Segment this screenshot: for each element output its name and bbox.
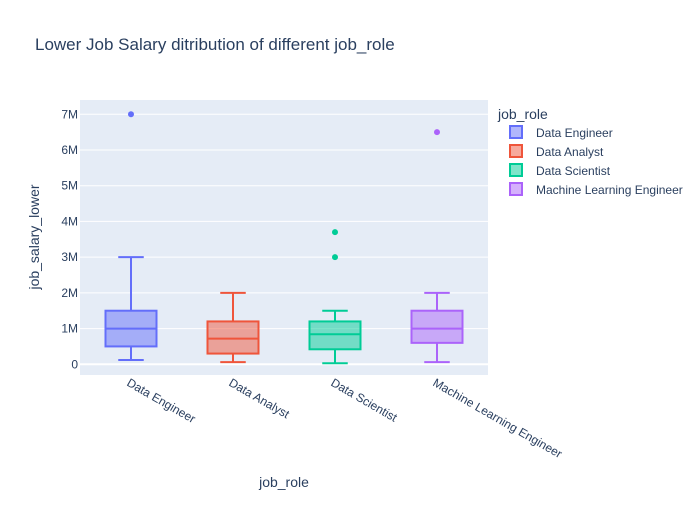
legend-label: Machine Learning Engineer xyxy=(536,183,683,197)
box-data-analyst xyxy=(206,291,260,364)
box-data-engineer xyxy=(104,111,158,361)
x-tick-label: Data Scientist xyxy=(329,375,401,424)
y-tick-label: 2M xyxy=(61,286,78,300)
box-body xyxy=(410,309,464,344)
outlier-point xyxy=(434,129,440,136)
chart-title: Lower Job Salary ditribution of differen… xyxy=(35,35,395,54)
legend-item[interactable]: Machine Learning Engineer xyxy=(509,182,683,197)
x-axis-title: job_role xyxy=(258,474,309,490)
y-tick-label: 5M xyxy=(61,179,78,193)
boxes xyxy=(104,111,464,365)
x-tick-label: Data Engineer xyxy=(125,375,198,425)
legend-label: Data Engineer xyxy=(536,126,613,140)
outlier-point xyxy=(332,254,338,261)
y-tick-label: 7M xyxy=(61,107,78,121)
y-tick-label: 0 xyxy=(71,357,78,371)
grid-lines xyxy=(80,113,488,366)
legend-title: job_role xyxy=(497,106,548,122)
box-machine-learning-engineer xyxy=(410,129,464,364)
box-data-scientist xyxy=(308,229,362,365)
legend-item[interactable]: Data Engineer xyxy=(509,125,613,140)
legend-swatch xyxy=(509,163,523,177)
y-axis-title: job_salary_lower xyxy=(26,184,42,290)
outlier-point xyxy=(128,111,134,118)
legend-swatch xyxy=(509,144,523,158)
y-tick-label: 6M xyxy=(61,143,78,157)
legend-label: Data Analyst xyxy=(536,145,604,159)
legend-item[interactable]: Data Scientist xyxy=(509,163,611,178)
legend-swatch xyxy=(509,125,523,139)
x-tick-label: Machine Learning Engineer xyxy=(431,375,565,461)
legend: job_role Data Engineer Data Analyst Data S… xyxy=(497,106,683,197)
legend-label: Data Scientist xyxy=(536,164,611,178)
box-body xyxy=(206,320,260,355)
legend-item[interactable]: Data Analyst xyxy=(509,144,604,159)
x-tick-label: Data Analyst xyxy=(227,375,293,421)
y-tick-label: 4M xyxy=(61,214,78,228)
box-body xyxy=(308,320,362,351)
y-tick-label: 3M xyxy=(61,250,78,264)
x-tick-labels: Data Engineer Data Analyst Data Scientist M… xyxy=(125,375,565,461)
legend-swatch xyxy=(509,182,523,196)
y-tick-labels: 0 1M 2M 3M 4M 5M 6M 7M xyxy=(61,107,78,371)
y-tick-label: 1M xyxy=(61,322,78,336)
outlier-point xyxy=(332,229,338,236)
